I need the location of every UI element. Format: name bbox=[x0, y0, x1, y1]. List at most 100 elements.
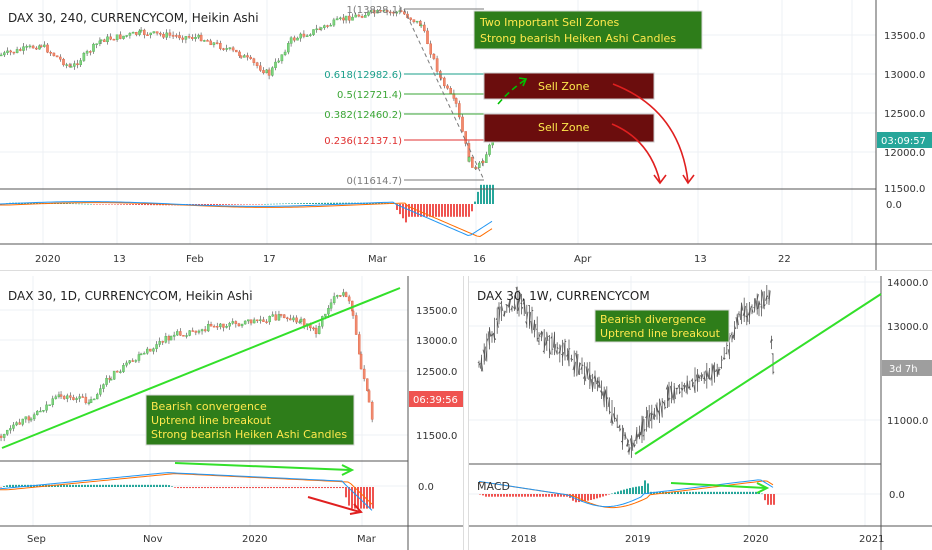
note-line: Two Important Sell Zones bbox=[479, 16, 620, 29]
macd-histogram-bar bbox=[336, 487, 338, 489]
candle-body bbox=[194, 36, 197, 39]
candle-body bbox=[239, 55, 243, 58]
y-tick-label: 12000.0 bbox=[884, 148, 925, 159]
macd-label: MACD bbox=[477, 480, 510, 493]
ohlc-close-tick bbox=[518, 297, 521, 303]
macd-histogram-bar bbox=[692, 491, 694, 494]
ohlc-close-tick bbox=[491, 333, 494, 337]
candle-body bbox=[376, 10, 379, 14]
ohlc-close-tick bbox=[698, 375, 701, 379]
macd-histogram-bar bbox=[12, 484, 14, 487]
ohlc-open-tick bbox=[645, 416, 647, 418]
candle-body bbox=[246, 55, 249, 58]
macd-histogram-bar bbox=[330, 487, 332, 489]
ohlc-close-tick bbox=[627, 439, 630, 447]
macd-histogram-bar bbox=[252, 204, 254, 205]
macd-histogram-bar bbox=[132, 204, 134, 205]
macd-histogram-bar bbox=[135, 204, 137, 205]
macd-histogram-bar bbox=[291, 203, 293, 204]
y-tick-label: 13000.0 bbox=[887, 322, 928, 333]
y-tick-label: 13000.0 bbox=[884, 70, 925, 81]
ohlc-open-tick bbox=[696, 374, 698, 384]
candle-body bbox=[238, 51, 241, 56]
macd-histogram-bar bbox=[635, 486, 637, 494]
ohlc-open-tick bbox=[566, 354, 568, 357]
macd-histogram-bar bbox=[6, 485, 8, 487]
ohlc-open-tick bbox=[517, 306, 520, 311]
candle-body bbox=[471, 156, 474, 168]
macd-histogram-bar bbox=[477, 191, 479, 204]
candle-body bbox=[128, 33, 132, 36]
candle-body bbox=[92, 398, 96, 401]
macd-histogram-bar bbox=[150, 484, 152, 487]
candle-body bbox=[237, 323, 241, 327]
ohlc-close-tick bbox=[559, 345, 562, 355]
ohlc-open-tick bbox=[720, 366, 722, 369]
macd-histogram-bar bbox=[339, 202, 341, 204]
candle-body bbox=[32, 414, 36, 420]
macd-histogram-bar bbox=[261, 487, 263, 489]
candle-body bbox=[45, 404, 48, 411]
macd-histogram-bar bbox=[69, 203, 71, 204]
candle-body bbox=[190, 37, 194, 39]
macd-histogram-bar bbox=[318, 202, 320, 204]
ohlc-close-tick bbox=[706, 370, 709, 377]
macd-histogram-bar bbox=[330, 202, 332, 204]
ohlc-close-tick bbox=[676, 387, 679, 390]
candle-body bbox=[21, 418, 25, 425]
ohlc-open-tick bbox=[553, 332, 555, 348]
candle-body bbox=[212, 42, 216, 46]
x-tick-label: 2020 bbox=[743, 534, 768, 545]
zone-label: Sell Zone bbox=[538, 80, 590, 93]
candle-body bbox=[102, 39, 106, 43]
macd-histogram-bar bbox=[599, 494, 601, 498]
ohlc-open-tick bbox=[640, 422, 643, 436]
macd-histogram-bar bbox=[521, 494, 523, 497]
candle-body bbox=[118, 34, 122, 39]
macd-histogram-bar bbox=[647, 483, 649, 494]
candle-body bbox=[72, 63, 76, 67]
macd-histogram-bar bbox=[444, 204, 446, 217]
ohlc-close-tick bbox=[667, 386, 669, 400]
ohlc-close-tick bbox=[636, 434, 639, 440]
macd-histogram-bar bbox=[243, 487, 245, 489]
ohlc-open-tick bbox=[735, 317, 738, 326]
candle-body bbox=[370, 401, 374, 420]
macd-histogram-bar bbox=[147, 204, 149, 206]
macd-histogram-bar bbox=[524, 494, 526, 497]
ohlc-close-tick bbox=[526, 311, 529, 320]
candle-body bbox=[125, 362, 128, 366]
macd-histogram-bar bbox=[117, 204, 119, 205]
ohlc-close-tick bbox=[718, 368, 721, 372]
macd-histogram-bar bbox=[503, 494, 505, 497]
uptrend-line bbox=[634, 293, 882, 455]
candle-body bbox=[474, 167, 478, 169]
macd-histogram-bar bbox=[488, 494, 490, 497]
candle-body bbox=[112, 39, 116, 41]
macd-histogram-bar bbox=[372, 202, 374, 204]
macd-histogram-bar bbox=[710, 491, 712, 494]
macd-histogram-bar bbox=[66, 484, 68, 487]
candle-body bbox=[197, 34, 201, 38]
candle-body bbox=[88, 51, 92, 53]
y-tick-label: 14000.0 bbox=[887, 278, 928, 289]
macd-histogram-bar bbox=[75, 203, 77, 205]
macd-histogram-bar bbox=[204, 487, 206, 489]
candle-body bbox=[367, 390, 371, 403]
candle-body bbox=[76, 63, 79, 66]
price-axis: 13500.0 13000.0 12500.0 11500.0 0.0 bbox=[416, 306, 457, 493]
macd-histogram-bar bbox=[596, 494, 598, 499]
ohlc-open-tick bbox=[713, 365, 715, 379]
macd-histogram-bar bbox=[156, 484, 158, 487]
ohlc-close-tick bbox=[631, 435, 634, 451]
candle-body bbox=[181, 37, 185, 40]
macd-histogram-bar bbox=[69, 484, 71, 487]
ohlc-open-tick bbox=[610, 413, 613, 423]
candle-body bbox=[25, 46, 29, 48]
x-tick-label: 2018 bbox=[511, 534, 536, 545]
macd-histogram-bar bbox=[411, 204, 413, 217]
ohlc-open-tick bbox=[700, 375, 702, 378]
ohlc-open-tick bbox=[493, 332, 495, 340]
x-tick-label: 17 bbox=[263, 254, 276, 265]
candle-body bbox=[185, 335, 188, 337]
